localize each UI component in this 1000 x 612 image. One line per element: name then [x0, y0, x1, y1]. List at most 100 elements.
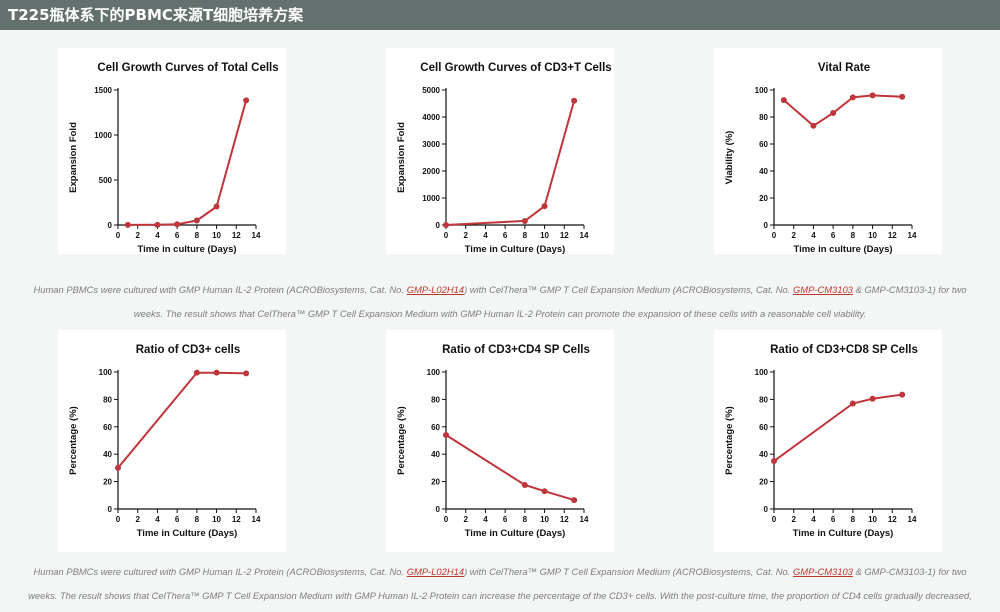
data-point [213, 203, 220, 210]
x-tick-label: 14 [252, 231, 261, 240]
chart-title: Vital Rate [818, 62, 870, 74]
data-point [899, 391, 906, 398]
x-tick-label: 4 [483, 231, 488, 240]
data-point [174, 221, 181, 228]
data-point [443, 432, 449, 439]
y-axis-label: Viability (%) [724, 131, 735, 185]
y-tick-label: 40 [759, 450, 768, 459]
caption-expansion-line1: Human PBMCs were cultured with GMP Human… [33, 284, 967, 295]
data-point [243, 97, 250, 104]
x-tick-label: 8 [851, 231, 856, 240]
x-tick-label: 10 [212, 231, 221, 240]
data-point [849, 400, 856, 407]
x-tick-label: 4 [483, 515, 488, 524]
y-axis-label: Percentage (%) [396, 406, 407, 475]
x-tick-label: 2 [463, 515, 468, 524]
data-point [193, 217, 200, 224]
y-tick-label: 2000 [422, 167, 440, 176]
caption-percentage-line1: Human PBMCs were cultured with GMP Human… [33, 566, 967, 577]
y-tick-label: 100 [755, 368, 769, 377]
x-tick-label: 6 [175, 231, 180, 240]
data-point [154, 221, 161, 228]
product-link-gmp-l02h14[interactable]: GMP-L02H14 [406, 284, 465, 295]
chart-cd8-ratio: Ratio of CD3+CD8 SP Cells 0 20 40 60 80 100 0 2 4… [724, 344, 918, 539]
data-point [869, 395, 876, 402]
page-header: T225瓶体系下的PBMC来源T细胞培养方案 [0, 0, 1000, 30]
x-tick-label: 12 [232, 231, 241, 240]
data-point [243, 370, 250, 377]
y-axis-label: Percentage (%) [724, 406, 735, 475]
y-tick-label: 500 [99, 176, 113, 185]
product-link-gmp-cm3103[interactable]: GMP-CM3103 [792, 284, 853, 295]
x-tick-label: 0 [444, 231, 449, 240]
data-point [213, 369, 220, 376]
y-tick-label: 20 [431, 478, 440, 487]
series-line [445, 100, 576, 226]
x-axis-label: Time in culture (Days) [137, 244, 236, 254]
data-point [771, 458, 777, 465]
x-axis-label: Time in culture (Days) [793, 244, 892, 254]
x-tick-label: 10 [540, 515, 549, 524]
x-tick-label: 10 [540, 231, 549, 240]
y-axis-label: Expansion Fold [396, 122, 407, 193]
y-tick-label: 60 [431, 423, 440, 432]
x-tick-label: 10 [868, 231, 877, 240]
x-tick-label: 2 [791, 515, 796, 524]
y-axis-label: Expansion Fold [68, 122, 79, 193]
data-point [443, 221, 449, 228]
y-tick-label: 5000 [422, 86, 440, 95]
y-tick-label: 20 [759, 194, 768, 203]
chart-total-cells: Cell Growth Curves of Total Cells0500100… [68, 62, 279, 254]
caption-expansion-line2: weeks. The result shows that CelThera™ G… [133, 308, 867, 319]
x-tick-label: 10 [212, 515, 221, 524]
x-tick-label: 4 [155, 231, 160, 240]
data-point [521, 217, 528, 224]
data-point [193, 369, 200, 376]
x-tick-label: 4 [811, 515, 816, 524]
series-line [445, 434, 575, 502]
product-link-gmp-l02h14-2[interactable]: GMP-L02H14 [406, 566, 465, 577]
x-tick-label: 0 [116, 515, 121, 524]
y-tick-label: 0 [108, 505, 113, 514]
x-tick-label: 8 [851, 515, 856, 524]
x-tick-label: 10 [868, 515, 877, 524]
y-tick-label: 100 [427, 368, 441, 377]
x-tick-label: 0 [116, 231, 121, 240]
y-tick-label: 0 [764, 221, 769, 230]
x-tick-label: 14 [252, 515, 261, 524]
x-tick-label: 14 [908, 515, 917, 524]
series-line [127, 100, 248, 226]
x-tick-label: 6 [831, 231, 836, 240]
x-axis-label: Time in Culture (Days) [465, 244, 566, 254]
y-tick-label: 60 [759, 140, 768, 149]
chart-title: Ratio of CD3+ cells [136, 344, 241, 356]
x-axis-label: Time in Culture (Days) [465, 528, 566, 539]
caption-expansion: Human PBMCs were cultured with GMP Human… [0, 278, 1000, 326]
x-tick-label: 8 [195, 231, 200, 240]
y-tick-label: 3000 [422, 140, 440, 149]
chart-panel-cd3-ratio: Ratio of CD3+ cells 0 20 40 60 80 100 0 2 4 6 8 10 12… [58, 330, 286, 552]
x-tick-label: 6 [503, 231, 508, 240]
y-tick-label: 4000 [422, 113, 440, 122]
chart-panel-cd4-ratio: Ratio of CD3+CD4 SP Cells 0 20 40 60 80 100 0 2 4… [386, 330, 614, 552]
series-line [117, 371, 247, 469]
chart-panel-cd3t-cells: Cell Growth Curves of CD3+T Cells 0 1000 20… [386, 48, 614, 254]
y-tick-label: 100 [755, 86, 769, 95]
data-point [115, 464, 121, 471]
x-tick-label: 6 [831, 515, 836, 524]
y-tick-label: 1000 [94, 131, 112, 140]
data-point [869, 92, 876, 99]
product-link-gmp-cm3103-2[interactable]: GMP-CM3103 [792, 566, 853, 577]
x-tick-label: 12 [560, 515, 569, 524]
chart-cd4-ratio: Ratio of CD3+CD4 SP Cells 0 20 40 60 80 100 0 2 4… [396, 344, 590, 539]
y-tick-label: 0 [108, 221, 113, 230]
data-point [830, 109, 837, 116]
x-tick-label: 6 [503, 515, 508, 524]
x-tick-label: 14 [580, 231, 589, 240]
y-tick-label: 1000 [422, 194, 440, 203]
chart-panel-total-cells: Cell Growth Curves of Total Cells 0 500 100… [58, 48, 286, 254]
chart-panel-vital-rate: Vital Rate 0 20 40 60 80 100 0 2 4 6 8 10 12 14 Time in… [714, 48, 942, 254]
x-tick-label: 12 [888, 515, 897, 524]
y-tick-label: 100 [99, 368, 113, 377]
y-tick-label: 40 [759, 167, 768, 176]
